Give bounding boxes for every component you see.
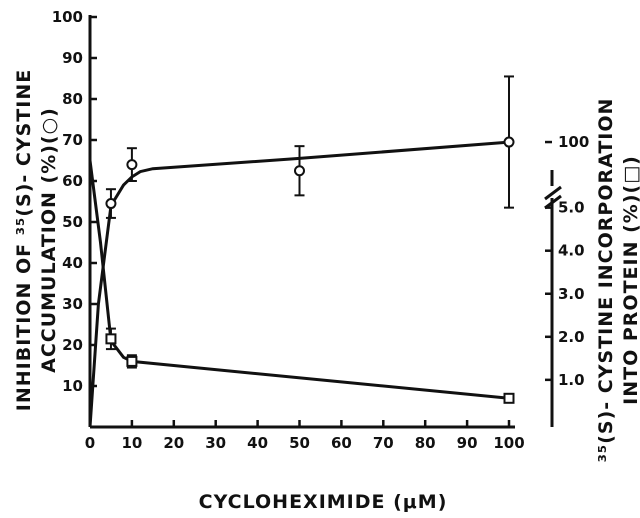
right-axis-break-mark-1	[544, 185, 562, 201]
left-y-axis-label-line1: INHIBITION OF ³⁵(S)- CYSTINE	[13, 69, 35, 411]
left-y-tick-label: 10	[62, 377, 83, 395]
right-y-tick-label: 3.0	[558, 285, 585, 303]
series-1-point	[105, 198, 117, 210]
x-ticks: 0 10 20 30 40 50 60 70 80 90 100	[85, 420, 525, 452]
left-y-tick-label: 80	[62, 90, 83, 108]
series-2-point	[105, 333, 117, 345]
x-tick-label: 60	[331, 434, 352, 452]
right-axis-break-mark-2	[544, 194, 562, 210]
x-tick-label: 70	[373, 434, 394, 452]
x-tick-label: 30	[205, 434, 226, 452]
x-tick-label: 90	[457, 434, 478, 452]
right-y-ticks: 1.0 2.0 3.0 4.0 5.0 100	[545, 133, 589, 389]
left-y-tick-label: 40	[62, 254, 83, 272]
x-tick-label: 100	[493, 434, 524, 452]
left-y-tick-label: 20	[62, 336, 83, 354]
series-1-point	[126, 159, 138, 171]
x-tick-label: 80	[415, 434, 436, 452]
left-y-axis-label-line2: ACCUMULATION (%)(○)	[38, 107, 60, 373]
right-y-tick-label: 4.0	[558, 242, 585, 260]
left-y-tick-label: 70	[62, 131, 83, 149]
series-2-point	[503, 392, 515, 404]
right-y-tick-label: 2.0	[558, 328, 585, 346]
x-tick-label: 0	[85, 434, 95, 452]
right-y-axis-label-line1: ³⁵(S)- CYSTINE INCORPORATION	[595, 98, 617, 463]
series-1-point	[294, 165, 305, 177]
left-y-tick-label: 60	[62, 172, 83, 190]
right-y-tick-label: 5.0	[558, 199, 585, 217]
right-y-tick-label: 1.0	[558, 371, 585, 389]
x-axis-label: CYCLOHEXIMIDE (μM)	[199, 491, 448, 513]
series-1-point	[503, 136, 515, 148]
left-y-ticks: 10 20 30 40 50 60 70 80 90 100	[52, 8, 97, 395]
series-2-curve	[88, 160, 510, 400]
left-y-tick-label: 100	[52, 8, 83, 26]
series-layer	[88, 75, 515, 428]
left-y-tick-label: 90	[62, 49, 83, 67]
x-tick-label: 50	[289, 434, 310, 452]
series-2-point	[126, 355, 138, 367]
left-y-tick-label: 30	[62, 295, 83, 313]
x-tick-label: 20	[163, 434, 184, 452]
right-y-tick-label: 100	[558, 133, 589, 151]
left-y-tick-label: 50	[62, 213, 83, 231]
x-tick-label: 10	[121, 434, 142, 452]
right-y-axis-label-line2: INTO PROTEIN (%)(□)	[620, 155, 640, 405]
x-tick-label: 40	[247, 434, 268, 452]
